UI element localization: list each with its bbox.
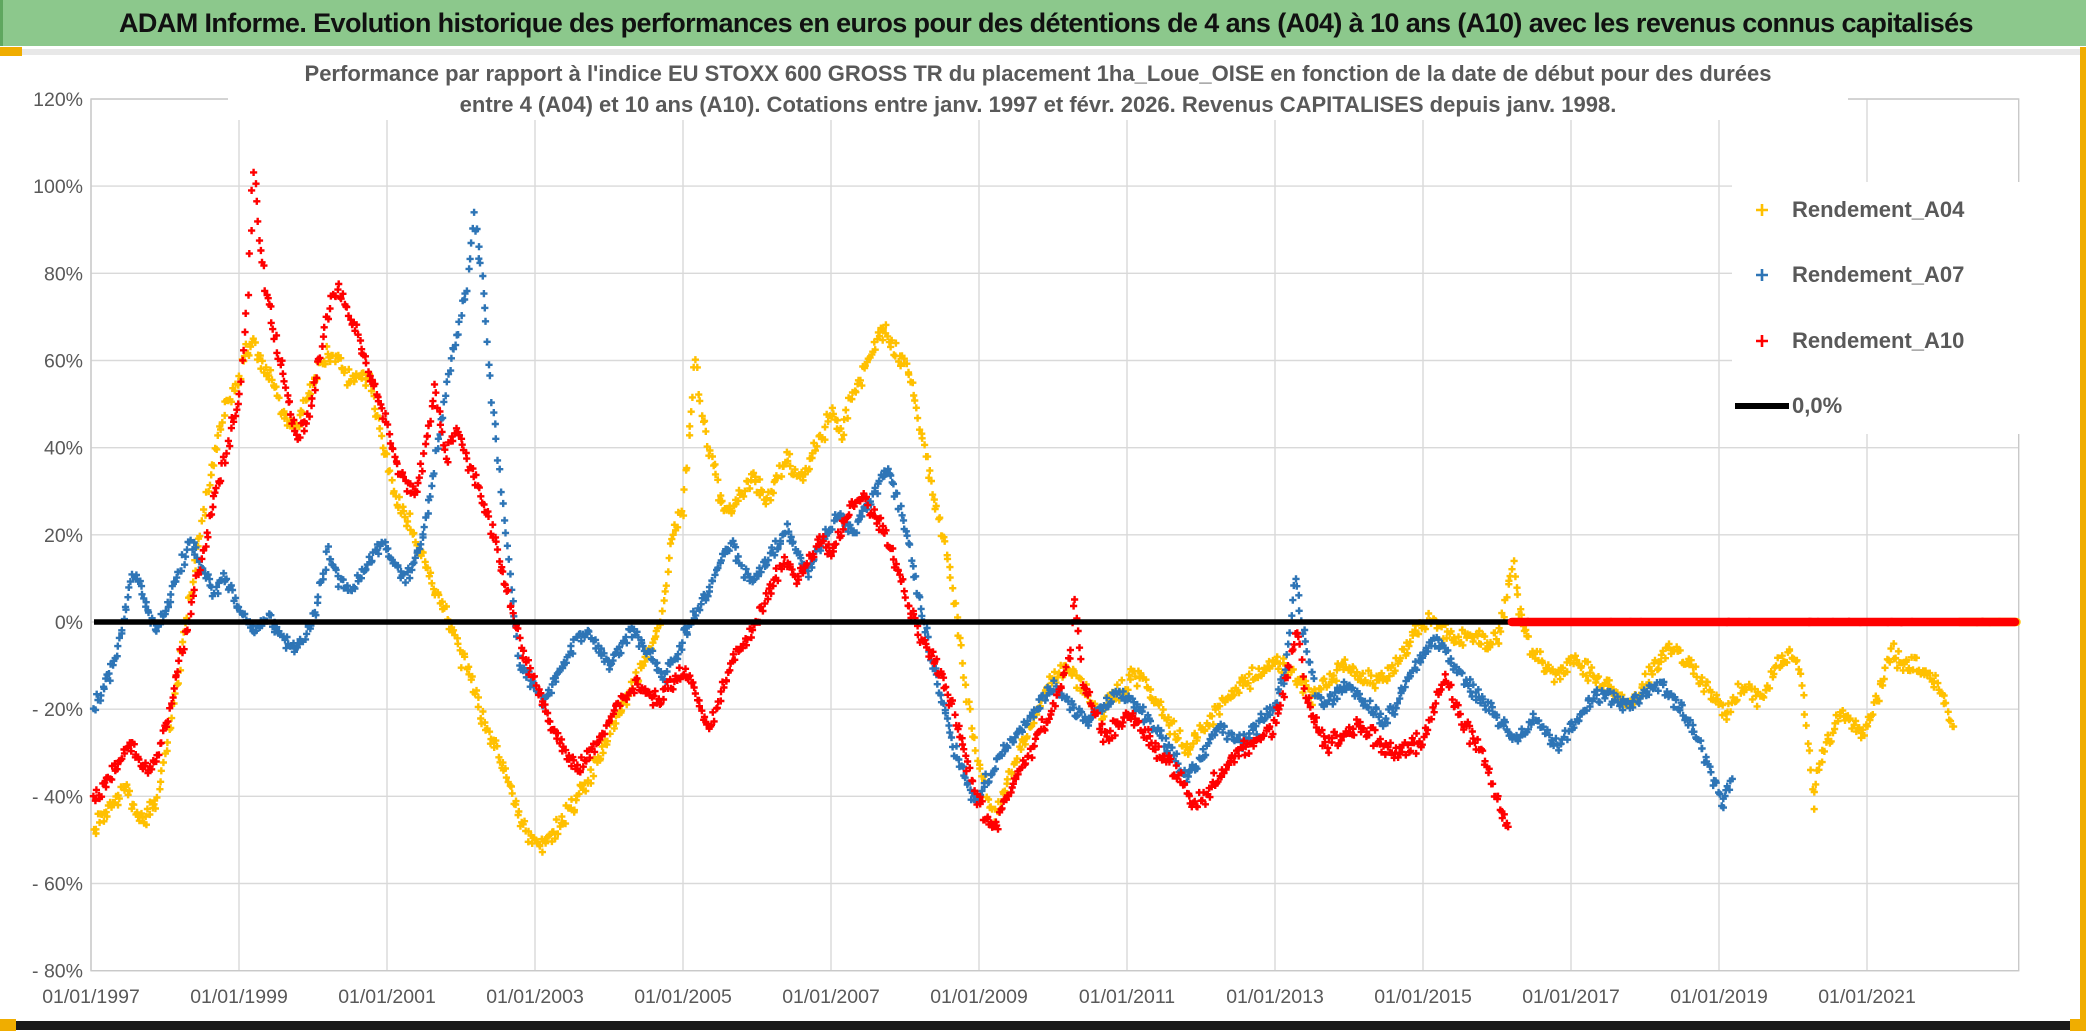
svg-text:80%: 80% [44,263,83,285]
svg-text:01/01/2017: 01/01/2017 [1522,986,1620,1008]
gold-accent-bottom-right [2070,1019,2086,1031]
x-axis-labels: 01/01/1997 01/01/1999 01/01/2001 01/01/2003… [42,986,1916,1008]
svg-text:- 20%: - 20% [32,699,83,721]
chart-subtitle: Performance par rapport à l'indice EU ST… [228,58,1848,120]
legend-label: Rendement_A10 [1792,327,1965,353]
divider-strip [22,49,2086,55]
page-title: ADAM Informe. Evolution historique des p… [119,7,1974,38]
svg-text:01/01/2009: 01/01/2009 [930,986,1028,1008]
svg-text:01/01/1997: 01/01/1997 [42,986,140,1008]
performance-scatter-chart: 120% 100% 80% 60% 40% 20% 0% - 20% - 40% - 60% - 8… [32,89,2021,1008]
gold-accent-bottom-left [0,1019,16,1031]
legend-cross-marker-icon [1732,333,1792,349]
chart-subtitle-line1: Performance par rapport à l'indice EU ST… [304,61,1772,86]
legend-cross-marker-icon [1732,202,1792,218]
svg-text:01/01/1999: 01/01/1999 [190,986,288,1008]
legend-label: 0,0% [1792,392,1843,418]
legend-line-swatch [1732,402,1792,410]
legend-label: Rendement_A04 [1792,197,1965,222]
svg-text:100%: 100% [33,176,83,198]
chart-subtitle-line2: entre 4 (A04) et 10 ans (A10). Cotations… [459,92,1617,117]
legend-item-rendement-a04[interactable]: Rendement_A04 [1732,188,2040,232]
svg-text:- 80%: - 80% [32,961,83,983]
svg-text:01/01/2003: 01/01/2003 [486,986,584,1008]
svg-text:40%: 40% [44,438,83,460]
gridlines [90,98,2020,972]
svg-text:60%: 60% [44,351,83,373]
svg-text:01/01/2015: 01/01/2015 [1374,986,1472,1008]
svg-text:01/01/2021: 01/01/2021 [1818,986,1916,1008]
legend-item-rendement-a07[interactable]: Rendement_A07 [1732,253,2040,297]
svg-text:20%: 20% [44,525,83,547]
gold-accent-top-left [0,47,22,56]
legend-label: Rendement_A07 [1792,262,1965,288]
legend-item-zero-line[interactable]: 0,0% [1732,384,2040,428]
svg-text:0%: 0% [55,612,83,634]
gold-accent-right [2080,47,2086,1031]
series-rendement_a10 [89,168,1512,833]
bottom-border-bar [16,1021,2070,1030]
svg-text:01/01/2001: 01/01/2001 [338,986,436,1008]
svg-text:01/01/2005: 01/01/2005 [634,986,732,1008]
legend-cross-marker-icon [1732,267,1792,283]
svg-text:- 60%: - 60% [32,874,83,896]
title-bar: ADAM Informe. Evolution historique des p… [0,0,2086,46]
svg-text:01/01/2007: 01/01/2007 [782,986,880,1008]
svg-text:- 40%: - 40% [32,786,83,808]
svg-text:01/01/2013: 01/01/2013 [1226,986,1324,1008]
svg-text:01/01/2011: 01/01/2011 [1079,986,1175,1008]
chart-legend: Rendement_A04 Rendement_A07 Rendement_A10 0… [1732,182,2040,434]
svg-text:01/01/2019: 01/01/2019 [1670,986,1768,1008]
y-axis-labels: 120% 100% 80% 60% 40% 20% 0% - 20% - 40% - 60% - 8… [32,89,83,983]
series-rendement_a04 [90,321,1958,856]
svg-text:120%: 120% [33,89,83,111]
legend-item-rendement-a10[interactable]: Rendement_A10 [1732,319,2040,363]
